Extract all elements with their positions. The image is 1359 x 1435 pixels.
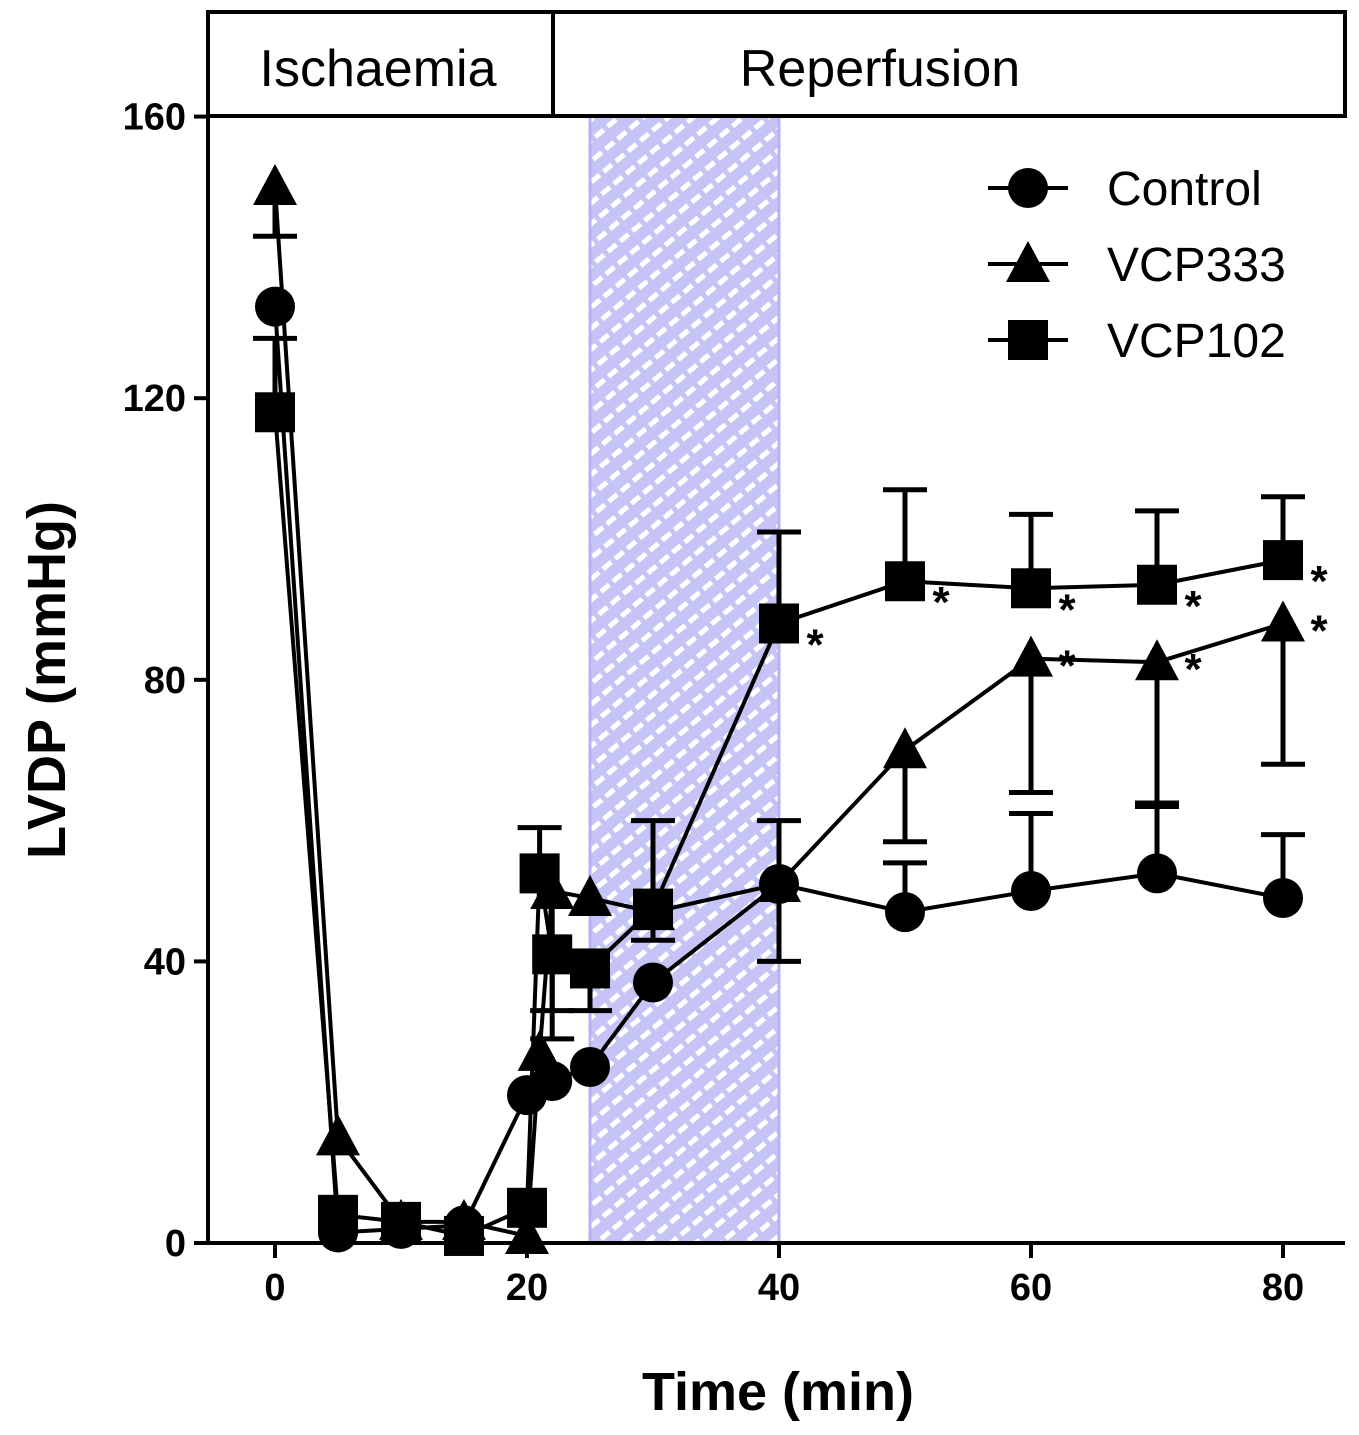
control-point [1263,878,1303,919]
phase-reperfusion-label: Reperfusion [740,40,1020,98]
vcp102-point [1263,540,1303,581]
vcp102-point [444,1215,484,1256]
legend-marker-vcp102 [1008,320,1048,360]
vcp102-point [570,948,610,989]
vcp102-significance-marker: * [1310,557,1328,606]
vcp333-significance-marker: * [1058,642,1076,691]
legend-label-vcp102: VCP102 [1107,315,1286,368]
vcp333-point [316,1114,360,1156]
vcp333-point [253,164,297,205]
phase-ischaemia-label: Ischaemia [260,40,497,98]
control-point [885,892,925,933]
vcp102-point [885,561,925,602]
vcp102-significance-marker: * [932,578,950,627]
x-tick-label: 40 [758,1267,800,1309]
legend-marker-vcp333 [1006,241,1050,282]
vcp333-significance-marker: * [1310,606,1328,655]
control-point [570,1047,610,1087]
y-tick-label: 160 [123,97,186,139]
vcp333-point [1135,639,1179,681]
vcp102-significance-marker: * [1058,585,1076,634]
vcp102-significance-marker: * [806,620,824,669]
x-tick-label: 20 [506,1267,548,1309]
y-tick-label: 40 [144,941,186,983]
legend-label-control: Control [1107,163,1262,216]
vcp333-point [883,727,927,769]
legend: Control VCP333 VCP102 [988,163,1286,368]
vcp333-point [1261,600,1305,642]
vcp102-point [532,934,573,975]
vcp102-point [633,888,673,929]
x-axis-title: Time (min) [642,1362,914,1422]
vcp102-point [381,1201,421,1242]
control-point [1011,871,1051,911]
x-tick-label: 60 [1010,1267,1052,1309]
x-tick-label: 0 [264,1267,285,1309]
y-tick-label: 120 [123,378,186,420]
legend-label-vcp333: VCP333 [1107,239,1286,292]
vcp333-point [1009,635,1053,677]
phase-header: Ischaemia Reperfusion [206,10,1347,118]
y-tick-label: 80 [144,660,186,702]
vcp333-point [505,1212,549,1254]
reperfusion-shaded-region [588,115,781,1245]
vcp333-point [568,875,612,917]
control-point [532,1061,573,1102]
vcp102-point [1137,564,1177,605]
vcp102-point [1011,568,1051,609]
vcp102-point [255,392,295,433]
vcp102-significance-marker: * [1184,582,1202,631]
y-axis-title: LVDP (mmHg) [17,501,77,859]
vcp102-point [759,603,799,644]
vcp102-point [519,853,560,894]
control-point [1137,853,1177,894]
y-tick-label: 0 [165,1223,186,1265]
vcp102-point [507,1187,547,1228]
x-tick-label: 80 [1262,1267,1304,1309]
vcp333-significance-marker: * [1184,645,1202,694]
vcp333-point [517,1029,562,1071]
control-point [633,962,673,1003]
vcp333-point [757,860,801,902]
legend-marker-control [1008,168,1048,208]
vcp102-point [318,1194,358,1235]
control-point [255,286,295,327]
